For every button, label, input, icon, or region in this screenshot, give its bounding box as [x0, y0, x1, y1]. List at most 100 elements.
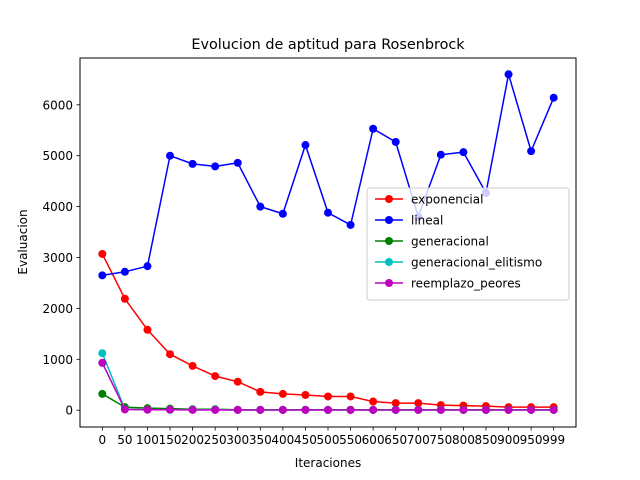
y-tick-label: 4000 [42, 200, 73, 214]
data-point [369, 405, 378, 414]
x-tick-label: 900 [497, 433, 520, 447]
x-tick-label: 550 [339, 433, 362, 447]
data-point [166, 151, 175, 160]
x-tick-label: 0 [98, 433, 106, 447]
data-point [391, 137, 400, 146]
series-lineal [98, 70, 558, 280]
data-point [436, 150, 445, 159]
x-tick-label: 800 [452, 433, 475, 447]
data-point [98, 358, 107, 367]
data-point [278, 209, 287, 218]
data-point [233, 405, 242, 414]
x-axis-label: Iteraciones [295, 456, 361, 470]
x-tick-label: 600 [362, 433, 385, 447]
data-point [278, 405, 287, 414]
series-reemplazo_peores [98, 358, 558, 414]
chart-title: Evolucion de aptitud para Rosenbrock [191, 37, 465, 53]
data-point [459, 148, 468, 157]
data-point [98, 389, 107, 398]
data-point [233, 377, 242, 386]
legend-swatch-marker [385, 195, 393, 203]
data-point [98, 271, 107, 280]
x-tick-label: 700 [407, 433, 430, 447]
legend-swatch-marker [385, 258, 393, 266]
data-point [188, 159, 197, 168]
x-tick-label: 100 [136, 433, 159, 447]
data-point [324, 405, 332, 414]
legend-item-exponencial: exponencial [375, 193, 483, 207]
data-point [211, 162, 220, 171]
data-point [143, 325, 152, 334]
data-point [481, 405, 490, 414]
legend-box [366, 187, 570, 301]
data-point [414, 405, 423, 414]
y-tick-label: 2000 [42, 302, 73, 316]
data-point [391, 405, 400, 414]
legend-item-lineal: lineal [375, 214, 443, 228]
x-tick-label: 650 [384, 433, 407, 447]
x-tick-label: 250 [204, 433, 227, 447]
data-point [527, 147, 536, 156]
data-point [143, 405, 152, 414]
x-tick-label: 400 [271, 433, 294, 447]
data-point [188, 361, 197, 370]
data-point [211, 405, 220, 414]
data-point [346, 392, 355, 401]
legend-item-generacional: generacional [375, 235, 489, 249]
data-point [211, 372, 220, 381]
data-point [166, 350, 175, 359]
legend-label: generacional_elitismo [411, 256, 542, 270]
x-tick-label: 950 [520, 433, 543, 447]
data-point [120, 294, 129, 303]
data-point [301, 390, 310, 399]
legend-label: generacional [411, 235, 489, 249]
x-tick-label: 750 [429, 433, 452, 447]
data-point [301, 405, 310, 414]
data-point [143, 262, 152, 271]
data-point [459, 405, 468, 414]
data-point [369, 397, 378, 406]
y-tick-label: 6000 [42, 98, 73, 112]
legend-swatch-marker [385, 216, 393, 224]
legend-label: reemplazo_peores [411, 277, 521, 291]
y-axis-label: Evaluacion [16, 209, 30, 274]
y-tick-label: 5000 [42, 149, 73, 163]
x-tick-label: 200 [181, 433, 204, 447]
legend: exponencial lineal generacional generaciona… [366, 187, 570, 301]
legend-swatch-marker [385, 279, 393, 287]
legend-item-generacional_elitismo: generacional_elitismo [375, 256, 542, 270]
x-tick-label: 850 [475, 433, 498, 447]
x-tick-label: 50 [117, 433, 132, 447]
data-point [549, 405, 558, 414]
data-point [549, 93, 558, 102]
y-tick-label: 3000 [42, 251, 73, 265]
data-point [436, 405, 445, 414]
legend-item-reemplazo_peores: reemplazo_peores [375, 277, 521, 291]
y-tick-label: 0 [65, 404, 73, 418]
y-axis: 0 1000 2000 3000 4000 5000 6000 [42, 98, 80, 418]
data-point [256, 387, 265, 396]
x-tick-label: 300 [226, 433, 249, 447]
legend-label: lineal [411, 214, 443, 228]
data-point [301, 141, 310, 150]
data-point [369, 124, 378, 133]
legend-swatch-marker [385, 237, 393, 245]
data-point [391, 399, 400, 408]
plot-area [98, 70, 558, 414]
data-point [414, 399, 423, 408]
x-tick-label: 450 [294, 433, 317, 447]
data-point [504, 70, 513, 79]
data-point [504, 405, 513, 414]
x-tick-label: 350 [249, 433, 272, 447]
data-point [98, 349, 107, 358]
data-point [188, 405, 197, 414]
y-tick-label: 1000 [42, 353, 73, 367]
data-point [256, 202, 265, 211]
data-point [346, 405, 355, 414]
x-tick-label: 150 [159, 433, 182, 447]
x-axis: 0 50 100 150 200 250 300 350 400 450 500 550 600 650 7… [98, 427, 565, 447]
data-point [324, 392, 332, 401]
data-point [256, 405, 265, 414]
x-tick-label: 500 [317, 433, 340, 447]
